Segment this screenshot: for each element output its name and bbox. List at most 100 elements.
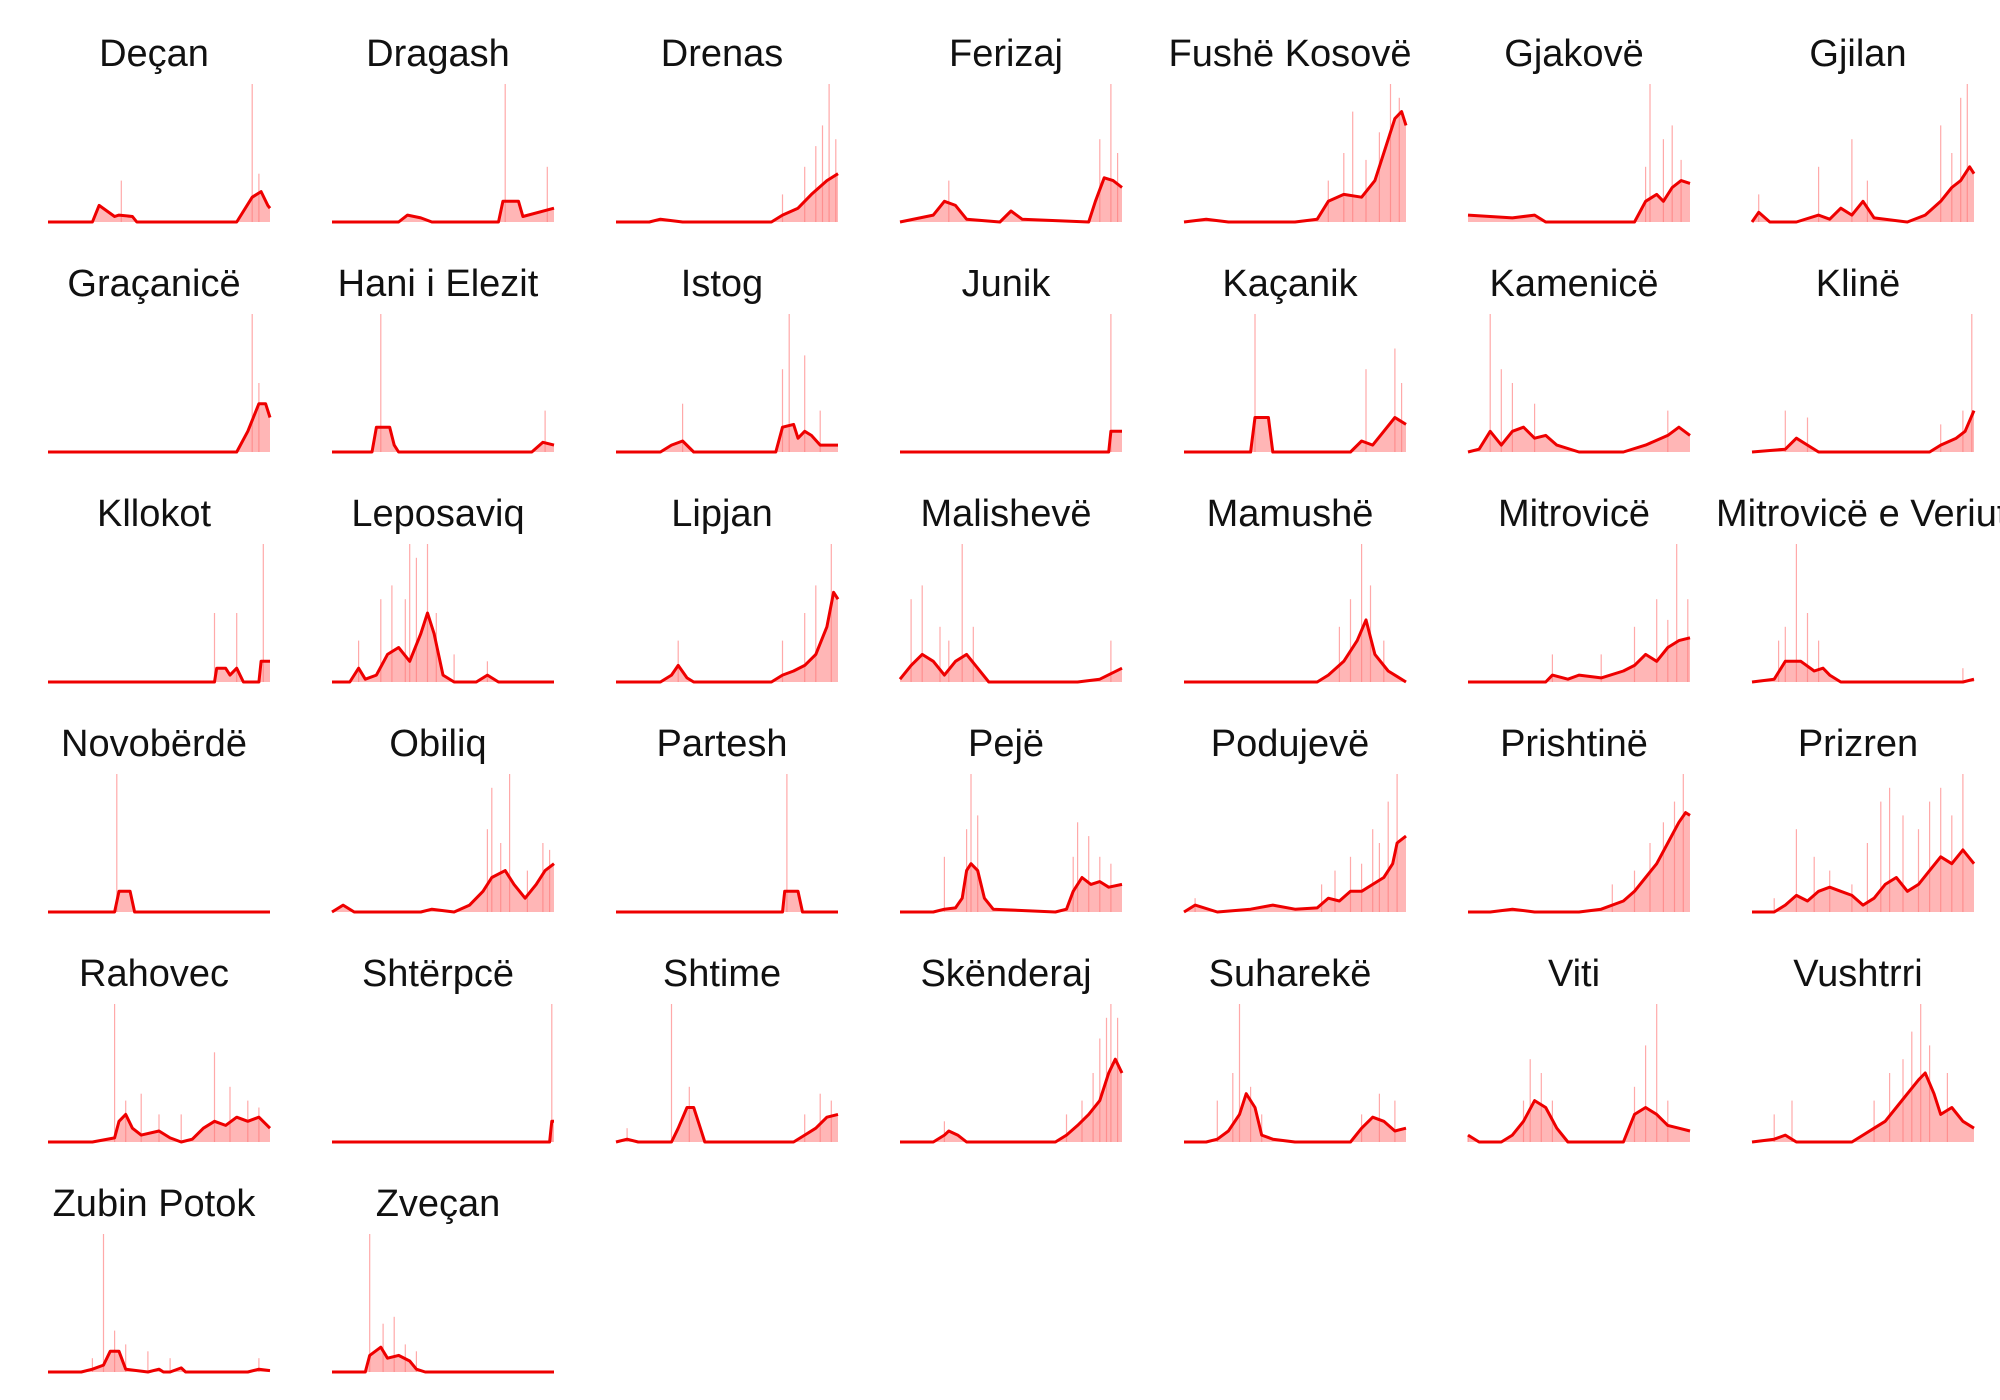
rolling-average-area bbox=[900, 177, 1122, 222]
panel-plot bbox=[898, 544, 1123, 684]
chart-panel: Malishevë bbox=[864, 472, 1148, 702]
rolling-average-area bbox=[332, 1347, 554, 1372]
rolling-average-area bbox=[48, 403, 270, 452]
panel-plot bbox=[616, 774, 838, 914]
panel-title: Skënderaj bbox=[920, 953, 1092, 995]
rolling-average-line bbox=[332, 1345, 554, 1374]
panel-title: Kllokot bbox=[96, 493, 212, 535]
chart-panel: Shtime bbox=[580, 932, 864, 1162]
chart-panel: Drenas bbox=[580, 12, 864, 242]
panel-plot bbox=[616, 314, 838, 454]
panel-title: Junik bbox=[961, 263, 1051, 305]
rolling-average-line bbox=[48, 889, 270, 914]
rolling-average-area bbox=[332, 613, 554, 682]
rolling-average-area bbox=[48, 1351, 270, 1372]
panel-plot bbox=[1751, 314, 1976, 454]
rolling-average-area bbox=[332, 1121, 554, 1142]
rolling-average-line bbox=[48, 190, 272, 224]
chart-panel: Zveçan bbox=[296, 1162, 580, 1392]
panel-plot bbox=[332, 544, 554, 684]
rolling-average-line bbox=[48, 1112, 272, 1144]
panel-title: Suharekë bbox=[1208, 953, 1372, 995]
chart-panel: Skënderaj bbox=[864, 932, 1148, 1162]
rolling-average-line bbox=[1184, 1092, 1407, 1144]
panel-title: Hani i Elezit bbox=[337, 263, 539, 305]
rolling-average-line bbox=[332, 425, 555, 454]
panel-plot bbox=[900, 314, 1122, 454]
chart-panel: Mitrovicë e Veriut bbox=[1716, 472, 2000, 702]
rolling-average-line bbox=[332, 199, 555, 224]
chart-panel: Novobërdë bbox=[12, 702, 296, 932]
rolling-average-area bbox=[1184, 417, 1406, 452]
rolling-average-area bbox=[616, 1107, 838, 1142]
chart-panel: Rahovec bbox=[12, 932, 296, 1162]
chart-panel: Vushtrri bbox=[1716, 932, 2000, 1162]
rolling-average-line bbox=[1467, 179, 1691, 224]
rolling-average-area bbox=[1468, 427, 1690, 452]
rolling-average-line bbox=[1751, 410, 1976, 454]
rolling-average-line bbox=[616, 889, 838, 914]
rolling-average-line bbox=[616, 590, 840, 684]
chart-panel: Zubin Potok bbox=[12, 1162, 296, 1392]
panel-plot bbox=[1184, 1004, 1407, 1144]
rolling-average-line bbox=[331, 862, 555, 914]
panel-title: Zubin Potok bbox=[52, 1183, 256, 1225]
panel-title: Leposaviq bbox=[351, 493, 525, 535]
rolling-average-line bbox=[1184, 416, 1407, 454]
chart-panel: Dragash bbox=[296, 12, 580, 242]
chart-panel: Hani i Elezit bbox=[296, 242, 580, 472]
chart-panel: Gjilan bbox=[1716, 12, 2000, 242]
panel-title: Istog bbox=[680, 263, 764, 305]
rolling-average-area bbox=[1752, 661, 1974, 682]
rolling-average-area bbox=[616, 173, 838, 222]
panel-title: Fushë Kosovë bbox=[1168, 33, 1412, 75]
rolling-average-line bbox=[900, 429, 1122, 454]
rolling-average-line bbox=[899, 176, 1123, 224]
rolling-average-line bbox=[1183, 110, 1408, 224]
panel-title: Partesh bbox=[656, 723, 788, 765]
panel-title: Graçanicë bbox=[67, 263, 241, 305]
panel-title: Gjilan bbox=[1809, 33, 1907, 75]
rolling-average-line bbox=[898, 652, 1123, 684]
panel-title: Klinë bbox=[1815, 263, 1901, 305]
rolling-average-area bbox=[900, 1059, 1122, 1142]
panel-plot bbox=[899, 84, 1123, 224]
panel-plot bbox=[48, 544, 270, 684]
rolling-average-area bbox=[332, 201, 554, 222]
panel-title: Pejë bbox=[967, 723, 1045, 765]
panel-plot bbox=[332, 1234, 554, 1374]
chart-panel: Ferizaj bbox=[864, 12, 1148, 242]
chart-panel: Kamenicë bbox=[1432, 242, 1716, 472]
rolling-average-area bbox=[1468, 1100, 1690, 1142]
rolling-average-area bbox=[1184, 1093, 1406, 1142]
rolling-average-area bbox=[616, 592, 838, 682]
panel-title: Lipjan bbox=[671, 493, 773, 535]
panel-plot bbox=[48, 1004, 272, 1144]
panel-plot bbox=[1467, 314, 1691, 454]
chart-panel: Suharekë bbox=[1148, 932, 1432, 1162]
rolling-average-line bbox=[615, 1106, 839, 1144]
panel-plot bbox=[1183, 774, 1407, 914]
panel-plot bbox=[48, 314, 272, 454]
rolling-average-area bbox=[900, 654, 1122, 682]
panel-title: Mitrovicë e Veriut bbox=[1716, 493, 2000, 535]
panel-plot bbox=[1184, 544, 1407, 684]
chart-panel: Klinë bbox=[1716, 242, 2000, 472]
panel-plot bbox=[1184, 314, 1407, 454]
panel-plot bbox=[48, 1234, 271, 1374]
rolling-average-line bbox=[1468, 811, 1691, 914]
panel-title: Podujevë bbox=[1210, 723, 1370, 765]
panel-plot bbox=[900, 1004, 1124, 1144]
rolling-average-area bbox=[616, 891, 838, 912]
panel-title: Mamushë bbox=[1206, 493, 1374, 535]
panel-plot bbox=[900, 774, 1123, 914]
chart-panel: Graçanicë bbox=[12, 242, 296, 472]
rolling-average-area bbox=[48, 661, 270, 682]
panel-plot bbox=[1750, 84, 1976, 224]
rolling-average-line bbox=[1751, 1071, 1975, 1144]
rolling-average-area bbox=[900, 431, 1122, 452]
chart-panel: Obiliq bbox=[296, 702, 580, 932]
rolling-average-line bbox=[1467, 425, 1691, 454]
rolling-average-line bbox=[616, 172, 839, 224]
panel-plot bbox=[1467, 1004, 1691, 1144]
